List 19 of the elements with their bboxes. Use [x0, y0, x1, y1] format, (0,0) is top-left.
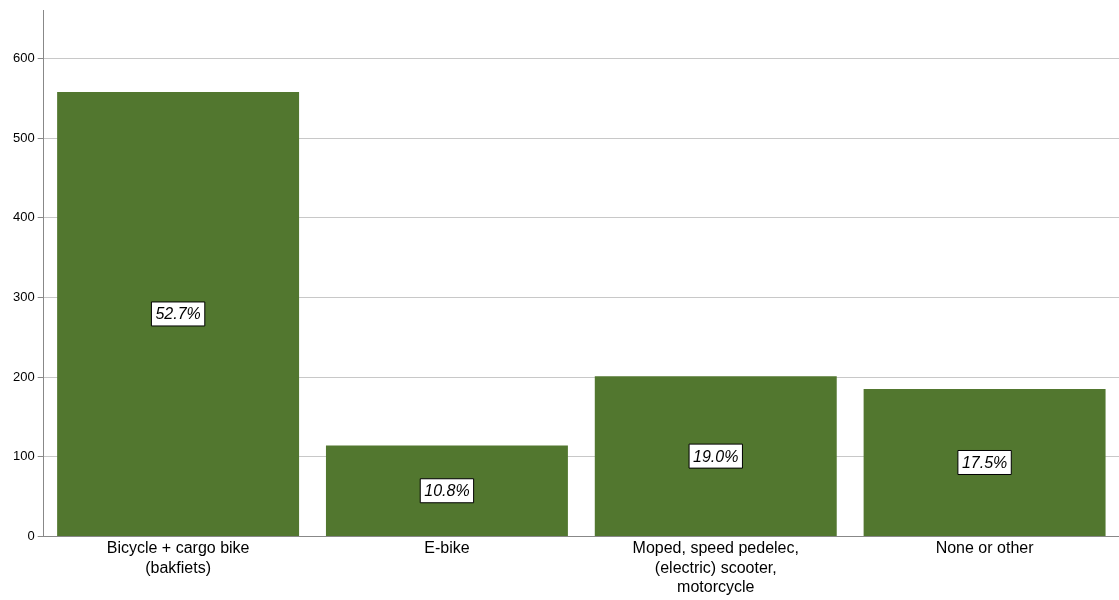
- bar: [325, 445, 568, 536]
- x-tick-label: Bicycle + cargo bike (bakfiets): [106, 539, 250, 576]
- annotation: 52.7%: [155, 305, 201, 323]
- y-tick-label: 600: [12, 50, 35, 66]
- y-tick-label: 200: [12, 368, 35, 384]
- y-tick-label: 100: [12, 448, 35, 464]
- x-tick-label: Moped, speed pedelec, (electric) scooter, motorcycle: [632, 539, 799, 595]
- annotation: 17.5%: [961, 453, 1008, 471]
- x-tick-label: E-bike: [424, 539, 470, 557]
- x-tick-label: None or other: [935, 539, 1035, 557]
- bar: [594, 376, 837, 536]
- annotation: 10.8%: [424, 482, 470, 500]
- bar: [863, 389, 1106, 536]
- y-tick-label: 0: [27, 527, 35, 543]
- y-tick-label: 500: [12, 129, 35, 145]
- bar: [57, 92, 300, 536]
- y-tick-label: 400: [12, 209, 35, 225]
- y-tick-label: 300: [12, 289, 35, 305]
- annotation: 19.0%: [693, 447, 739, 465]
